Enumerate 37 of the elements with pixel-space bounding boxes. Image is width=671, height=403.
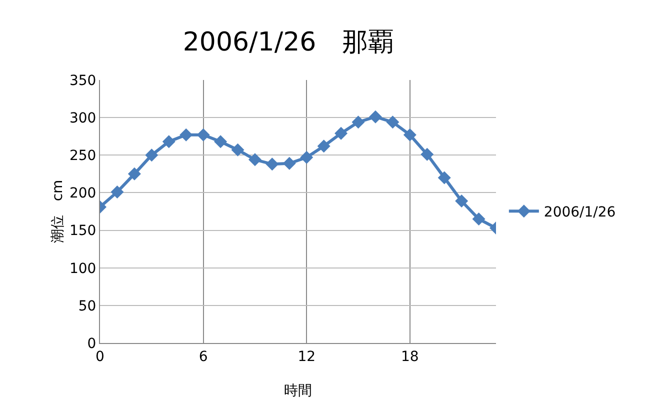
point: [317, 140, 330, 153]
point: [352, 116, 365, 129]
y-tick-label: 300: [69, 110, 96, 126]
point: [231, 143, 244, 156]
point: [386, 116, 400, 129]
point: [403, 128, 416, 142]
point: [300, 150, 314, 164]
y-tick-label: 250: [69, 148, 96, 164]
point: [110, 185, 124, 198]
point: [162, 135, 176, 148]
legend-label: 2006/1/26: [544, 204, 616, 221]
point: [472, 212, 486, 226]
point: [248, 153, 262, 166]
point: [455, 194, 468, 208]
point: [266, 158, 279, 171]
y-tick-label: 200: [69, 186, 96, 202]
y-axis-title: 潮位 cm: [50, 180, 66, 244]
x-axis-title: 時間: [284, 383, 312, 399]
y-tick-label: 350: [69, 72, 96, 89]
point: [420, 148, 434, 161]
point: [214, 135, 228, 148]
x-tick-label: 6: [198, 348, 208, 365]
point: [128, 167, 141, 180]
y-tick-label: 100: [69, 260, 96, 277]
x-tick-label: 12: [298, 348, 316, 365]
y-tick-label: 50: [78, 298, 96, 314]
point: [282, 156, 296, 170]
point: [368, 110, 382, 124]
point: [196, 128, 210, 142]
y-tick-label: 0: [87, 336, 96, 352]
y-tick-label: 150: [69, 223, 96, 240]
point: [334, 126, 348, 140]
x-tick-label: 18: [400, 348, 419, 365]
point: [180, 128, 193, 142]
point: [438, 171, 451, 184]
chart-title: 2006/1/26 那覇: [182, 27, 394, 58]
point: [145, 148, 158, 162]
